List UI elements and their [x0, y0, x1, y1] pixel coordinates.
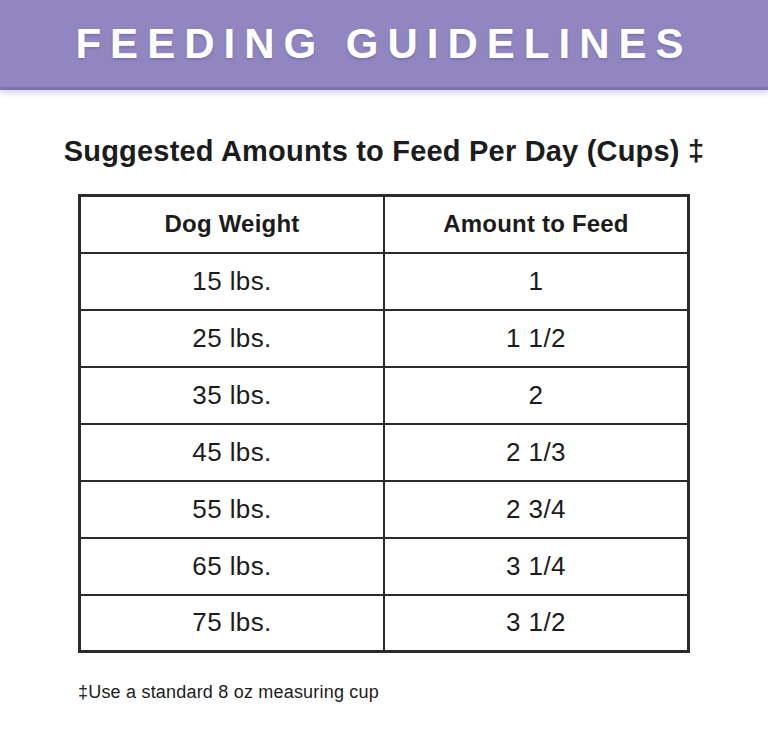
amount-cell: 3 1/4	[384, 538, 689, 595]
feeding-amounts-table: Dog Weight Amount to Feed 15 lbs. 1 25 l…	[78, 194, 690, 653]
amount-cell: 1 1/2	[384, 310, 689, 367]
dog-weight-cell: 25 lbs.	[80, 310, 385, 367]
feeding-guidelines-banner: FEEDING GUIDELINES	[0, 0, 768, 90]
dog-weight-cell: 75 lbs.	[80, 595, 385, 652]
table-row: 35 lbs. 2	[80, 367, 689, 424]
amount-cell: 3 1/2	[384, 595, 689, 652]
amount-cell: 2	[384, 367, 689, 424]
banner-title: FEEDING GUIDELINES	[75, 20, 692, 68]
dog-weight-cell: 15 lbs.	[80, 253, 385, 310]
table-header-row: Dog Weight Amount to Feed	[80, 196, 689, 253]
amount-cell: 2 3/4	[384, 481, 689, 538]
table-row: 15 lbs. 1	[80, 253, 689, 310]
table-row: 55 lbs. 2 3/4	[80, 481, 689, 538]
amount-cell: 1	[384, 253, 689, 310]
table-row: 65 lbs. 3 1/4	[80, 538, 689, 595]
column-header-dog-weight: Dog Weight	[80, 196, 385, 253]
table-row: 25 lbs. 1 1/2	[80, 310, 689, 367]
table-title: Suggested Amounts to Feed Per Day (Cups)…	[0, 136, 768, 167]
footnote: ‡Use a standard 8 oz measuring cup	[78, 682, 768, 703]
dog-weight-cell: 65 lbs.	[80, 538, 385, 595]
column-header-amount-to-feed: Amount to Feed	[384, 196, 689, 253]
table-row: 45 lbs. 2 1/3	[80, 424, 689, 481]
dog-weight-cell: 35 lbs.	[80, 367, 385, 424]
dog-weight-cell: 45 lbs.	[80, 424, 385, 481]
table-row: 75 lbs. 3 1/2	[80, 595, 689, 652]
dog-weight-cell: 55 lbs.	[80, 481, 385, 538]
amount-cell: 2 1/3	[384, 424, 689, 481]
